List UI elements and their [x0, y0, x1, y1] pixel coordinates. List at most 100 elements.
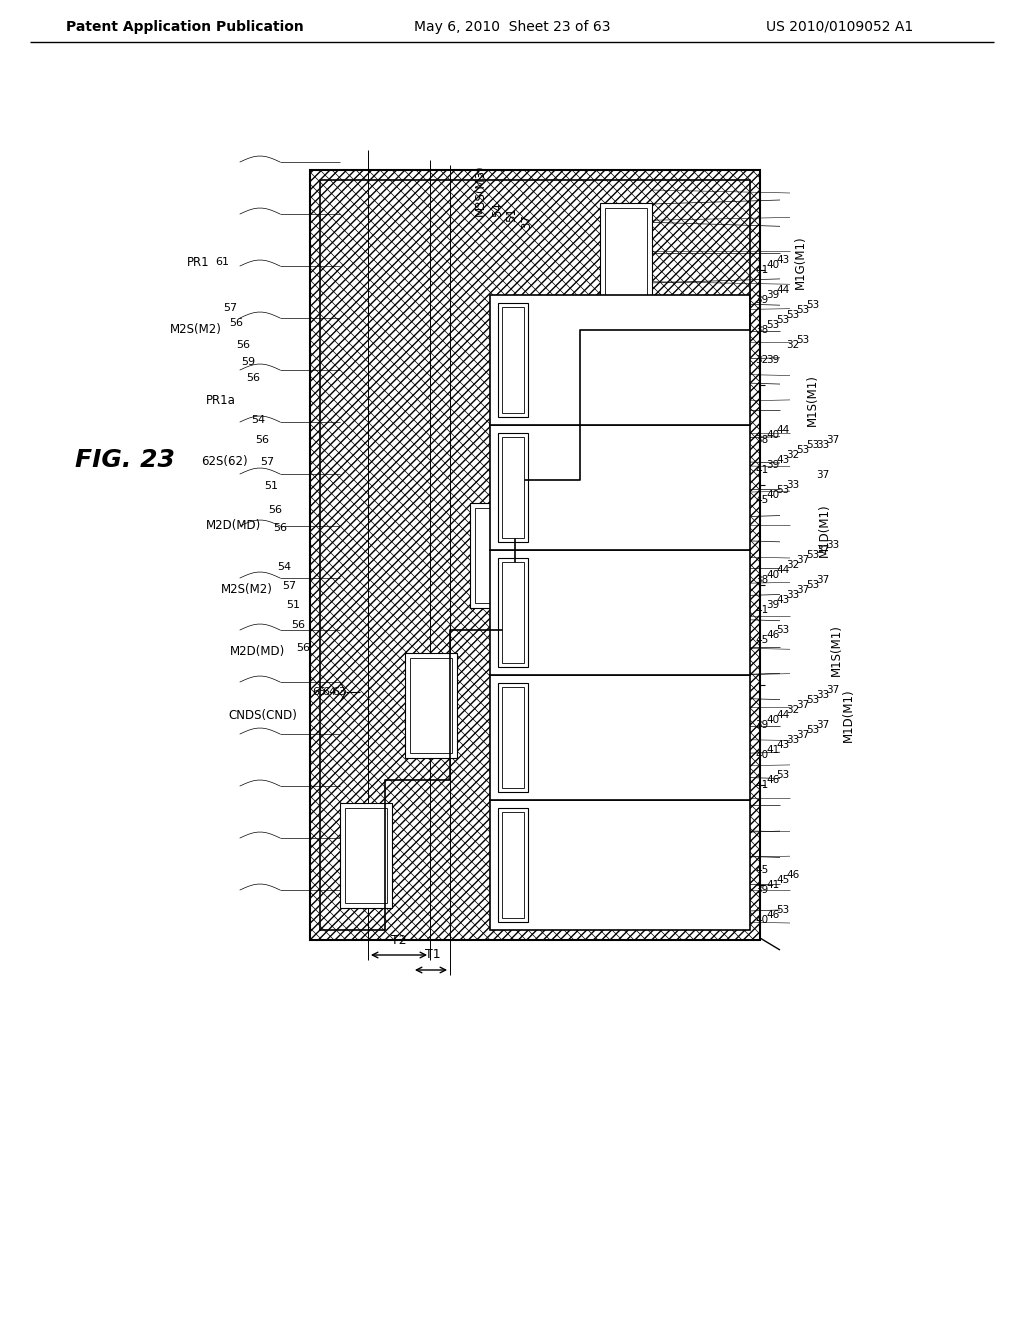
Text: 45: 45: [756, 495, 769, 506]
Text: 56: 56: [246, 374, 260, 383]
Text: 39: 39: [766, 601, 779, 610]
Bar: [490, 675, 750, 800]
Text: 38: 38: [756, 436, 769, 445]
Bar: [340, 803, 391, 908]
Text: 53: 53: [806, 440, 819, 450]
Bar: [410, 657, 452, 752]
Text: M3S(M3): M3S(M3): [473, 164, 486, 215]
Text: 53: 53: [797, 445, 810, 455]
Text: T2: T2: [391, 933, 407, 946]
Text: 46: 46: [786, 870, 800, 880]
Bar: [474, 507, 516, 602]
Text: 64: 64: [322, 686, 336, 697]
Text: 53: 53: [806, 300, 819, 310]
Text: 37: 37: [797, 700, 810, 710]
Bar: [498, 558, 528, 667]
Text: 33: 33: [816, 440, 829, 450]
Bar: [599, 202, 651, 308]
Text: 41: 41: [756, 465, 769, 475]
Text: 53: 53: [776, 315, 790, 325]
Text: 61: 61: [215, 257, 229, 267]
Bar: [535, 352, 587, 458]
Text: M1D(M1): M1D(M1): [842, 688, 854, 742]
Text: 44: 44: [776, 425, 790, 436]
Text: 32: 32: [786, 560, 800, 570]
Text: 41: 41: [766, 744, 779, 755]
Text: 33: 33: [786, 590, 800, 601]
Text: 38: 38: [756, 576, 769, 585]
Text: Patent Application Publication: Patent Application Publication: [67, 20, 304, 34]
Bar: [604, 207, 646, 302]
Text: 56: 56: [296, 643, 310, 653]
Text: 33: 33: [826, 540, 840, 550]
Text: 33: 33: [786, 480, 800, 490]
Text: M1D(M1): M1D(M1): [817, 503, 830, 557]
Text: 40: 40: [766, 490, 779, 500]
Text: 43: 43: [776, 595, 790, 605]
Bar: [498, 433, 528, 543]
Text: M2D(MD): M2D(MD): [206, 519, 261, 532]
Text: 62S(62): 62S(62): [202, 455, 248, 469]
Text: 45: 45: [756, 635, 769, 645]
Text: US 2010/0109052 A1: US 2010/0109052 A1: [766, 20, 913, 34]
Text: 45: 45: [776, 875, 790, 884]
Text: M1S(M1): M1S(M1): [806, 374, 818, 426]
Bar: [498, 304, 528, 417]
Text: 53: 53: [806, 696, 819, 705]
Text: 37: 37: [816, 545, 829, 554]
Text: 40: 40: [766, 570, 779, 579]
Text: 37: 37: [797, 730, 810, 741]
Text: 53: 53: [806, 550, 819, 560]
Text: 57: 57: [223, 304, 238, 313]
Text: 56: 56: [236, 341, 250, 350]
Text: 54: 54: [251, 414, 265, 425]
Text: 40: 40: [766, 430, 779, 440]
Text: 33: 33: [786, 735, 800, 744]
Text: 39: 39: [766, 459, 779, 470]
Text: 37: 37: [816, 470, 829, 480]
Text: 46: 46: [766, 775, 779, 785]
Text: 39: 39: [756, 719, 769, 730]
Text: 33: 33: [816, 690, 829, 700]
Text: 39: 39: [766, 355, 779, 366]
Bar: [540, 358, 582, 453]
Text: 44: 44: [776, 285, 790, 294]
Text: M2S(M2): M2S(M2): [221, 583, 273, 597]
Text: M2S(M2): M2S(M2): [170, 323, 222, 337]
Bar: [502, 437, 524, 539]
Text: 63: 63: [332, 686, 346, 697]
Text: 59: 59: [241, 356, 255, 367]
Bar: [502, 562, 524, 663]
Text: 51: 51: [506, 207, 518, 223]
Text: 40: 40: [766, 260, 779, 271]
Text: 32: 32: [756, 355, 769, 366]
Text: 43: 43: [776, 255, 790, 265]
Text: 32: 32: [786, 705, 800, 715]
Text: 65: 65: [312, 686, 326, 697]
Text: 53: 53: [797, 335, 810, 345]
Bar: [404, 652, 457, 758]
Text: 53: 53: [776, 770, 790, 780]
Text: T1: T1: [425, 949, 440, 961]
Text: 41: 41: [756, 605, 769, 615]
Text: 41: 41: [766, 880, 779, 890]
Text: 44: 44: [776, 565, 790, 576]
Text: 39: 39: [756, 884, 769, 895]
Bar: [310, 170, 760, 940]
Bar: [469, 503, 521, 607]
Text: 37: 37: [826, 436, 840, 445]
Text: 57: 57: [282, 581, 296, 591]
Text: 53: 53: [776, 906, 790, 915]
Text: 56: 56: [273, 523, 287, 533]
Text: 53: 53: [766, 319, 779, 330]
Text: 32: 32: [786, 450, 800, 459]
Text: 39: 39: [766, 290, 779, 300]
Text: 37: 37: [797, 554, 810, 565]
Text: 56: 56: [291, 620, 305, 630]
Text: 56: 56: [268, 506, 282, 515]
Bar: [502, 308, 524, 413]
Bar: [490, 425, 750, 550]
Bar: [490, 800, 750, 931]
Text: 46: 46: [766, 630, 779, 640]
Text: 57: 57: [260, 457, 274, 467]
